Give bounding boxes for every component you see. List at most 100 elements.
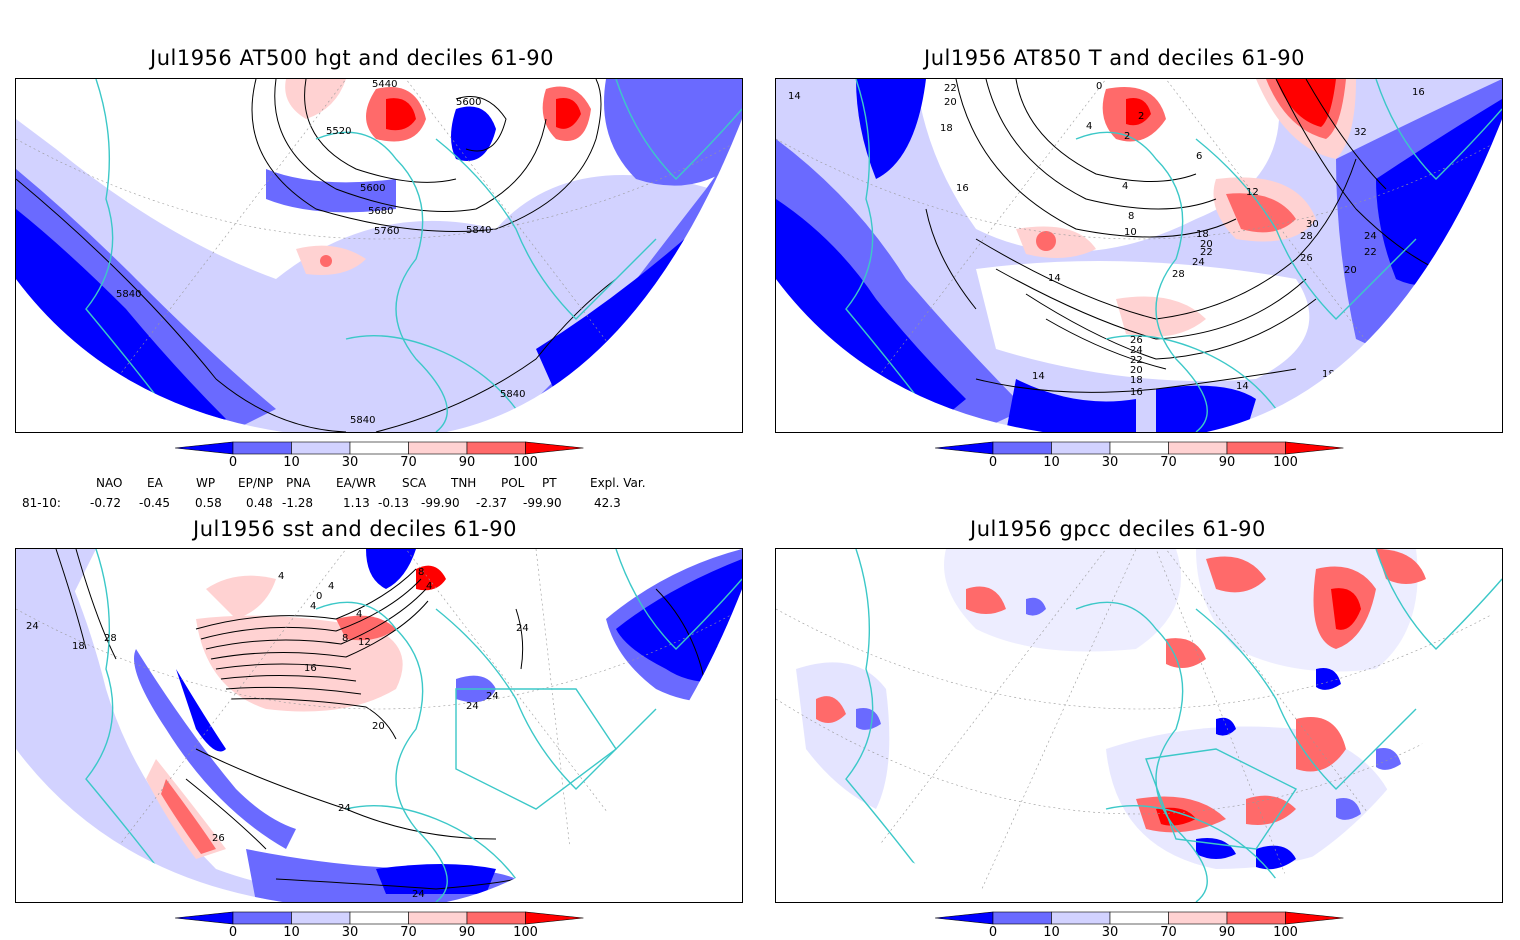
colorbar-tick-label: 10 <box>1043 455 1060 470</box>
contour-label: 8 <box>418 567 424 578</box>
index-value-ea: -0.45 <box>139 496 171 510</box>
contour-label: 18 <box>72 641 85 652</box>
contour-label: 22 <box>1364 247 1377 258</box>
colorbar-tick-label: 30 <box>341 925 359 940</box>
contour-label: 24 <box>1364 231 1377 242</box>
colorbar-swatch <box>466 441 526 455</box>
contour-label: 24 <box>486 691 499 702</box>
colorbar-tick-label: 90 <box>1218 925 1236 940</box>
contour-label: 24 <box>26 621 39 632</box>
index-value-eawr: 1.13 <box>343 496 370 510</box>
colorbar-tick-label: 10 <box>1043 925 1060 940</box>
contour-label: 24 <box>412 889 425 900</box>
contour-label: 4 <box>1122 181 1128 192</box>
colorbar-swatch <box>934 911 994 925</box>
colorbar-swatch <box>1285 911 1344 925</box>
index-value-nao: -0.72 <box>90 496 122 510</box>
contour-label: 28 <box>1172 269 1185 280</box>
contour-label: 8 <box>342 633 348 644</box>
colorbar-swatch <box>525 441 584 455</box>
colorbar-swatch <box>232 441 292 455</box>
colorbar-swatch <box>934 441 994 455</box>
colorbar-swatch <box>1051 441 1111 455</box>
panel-title-t850: Jul1956 AT850 T and deciles 61-90 <box>924 46 1305 70</box>
contour-label: 18 <box>1382 327 1395 338</box>
index-value-pna: -1.28 <box>282 496 314 510</box>
colorbar-tick-label: 100 <box>1273 455 1298 470</box>
colorbar-swatch <box>1168 911 1228 925</box>
colorbar-sst: 0 10 30 70 90 100 <box>174 910 585 940</box>
index-header-sca: SCA <box>402 476 427 490</box>
contour-label: 4 <box>278 571 284 582</box>
map-panel-sst: 24 18 28 4 0 4 4 4 8 12 16 20 24 28 24 2… <box>15 548 743 903</box>
contour-label: 5760 <box>374 226 399 237</box>
colorbar-gpcc: 0 10 30 70 90 100 <box>934 910 1345 940</box>
colorbar-swatch <box>349 911 409 925</box>
index-value-sca: -0.13 <box>378 496 410 510</box>
panel-title-hgt: Jul1956 AT500 hgt and deciles 61-90 <box>150 46 555 70</box>
gpcc-map <box>776 549 1502 902</box>
map-panel-hgt: 5440 5520 5600 5600 5680 5760 5840 5840 … <box>15 78 743 433</box>
index-row-label: 81-10: <box>22 496 61 510</box>
contour-label: 0 <box>316 591 322 602</box>
contour-label: 12 <box>1246 187 1259 198</box>
contour-label: 4 <box>328 581 334 592</box>
colorbar-swatch <box>174 911 234 925</box>
colorbar-swatch <box>1226 441 1286 455</box>
colorbar-swatch <box>1168 441 1228 455</box>
contour-label: 4 <box>356 609 362 620</box>
contour-label: 20 <box>372 721 385 732</box>
contour-label: 24 <box>1130 345 1143 356</box>
panel-title-gpcc: Jul1956 gpcc deciles 61-90 <box>970 517 1266 541</box>
colorbar-swatches <box>174 911 584 925</box>
colorbar-tick-label: 30 <box>341 455 359 470</box>
colorbar-swatch <box>992 441 1052 455</box>
colorbar-tick-label: 30 <box>1101 925 1119 940</box>
index-header-pna: PNA <box>286 476 311 490</box>
index-header-pol: POL <box>501 476 525 490</box>
colorbar-tick-label: 90 <box>458 925 476 940</box>
contour-label: 28 <box>716 645 729 656</box>
contour-label: 24 <box>1192 257 1205 268</box>
hgt-map: 5440 5520 5600 5600 5680 5760 5840 5840 … <box>16 79 742 432</box>
colorbar-swatches <box>934 911 1344 925</box>
contour-label: 20 <box>1130 365 1143 376</box>
contour-label: 5840 <box>116 289 141 300</box>
contour-label: 20 <box>944 97 957 108</box>
contour-label: 14 <box>788 91 801 102</box>
contour-label: 16 <box>304 663 317 674</box>
index-header-wp: WP <box>196 476 216 490</box>
contour-label: 24 <box>516 623 529 634</box>
contour-label: 28 <box>104 633 117 644</box>
colorbar-swatch <box>291 441 351 455</box>
contour-label: 28 <box>1300 231 1313 242</box>
contour-label: 20 <box>1200 239 1213 250</box>
contour-label: 4 <box>310 601 316 612</box>
map-panel-t850: 22 20 18 14 0 4 2 2 6 4 12 16 32 16 8 10… <box>775 78 1503 433</box>
contour-label: 26 <box>212 833 225 844</box>
index-header-pt: PT <box>542 476 557 490</box>
contour-labels: 5440 5520 5600 5600 5680 5760 5840 5840 … <box>116 79 525 426</box>
contour-label: 0 <box>1096 81 1102 92</box>
contour-label: 5680 <box>368 206 393 217</box>
colorbar-swatch <box>174 441 234 455</box>
contour-label: 32 <box>1354 127 1367 138</box>
panel-title-sst: Jul1956 sst and deciles 61-90 <box>193 517 517 541</box>
index-value-tnh: -99.90 <box>421 496 460 510</box>
contour-labels: 24 18 28 4 0 4 4 4 8 12 16 20 24 28 24 2… <box>26 567 729 900</box>
contour-label: 4 <box>1086 121 1092 132</box>
contour-label: 16 <box>956 183 969 194</box>
contour-label: 14 <box>1426 273 1439 284</box>
index-header-nao: NAO <box>96 476 123 490</box>
colorbar-tick-label: 70 <box>1160 455 1177 470</box>
contour-label: 6 <box>1196 151 1202 162</box>
colorbar-tick-label: 30 <box>1101 455 1119 470</box>
sst-map: 24 18 28 4 0 4 4 4 8 12 16 20 24 28 24 2… <box>16 549 742 902</box>
index-header-explvar: Expl. Var. <box>590 476 646 490</box>
colorbar-tick-label: 100 <box>513 925 538 940</box>
contour-label: 26 <box>1130 335 1143 346</box>
colorbar-swatch <box>1051 911 1111 925</box>
contour-label: 20 <box>1344 265 1357 276</box>
map-panel-gpcc <box>775 548 1503 903</box>
contour-label: 16 <box>1412 87 1425 98</box>
